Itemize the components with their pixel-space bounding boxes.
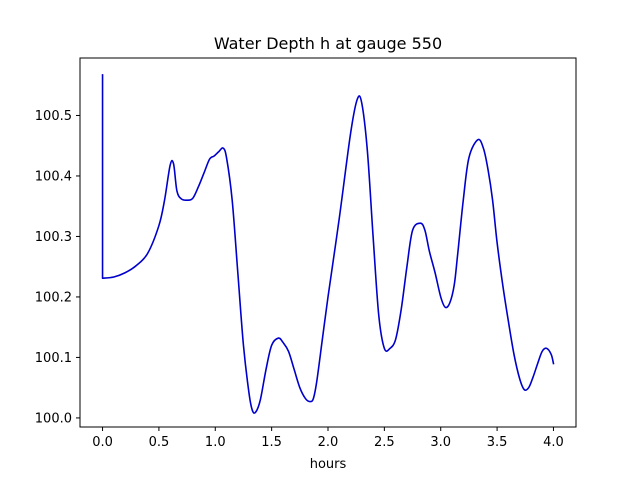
x-tick-label: 3.5 [487,435,508,450]
y-tick-label: 100.1 [35,351,72,366]
x-tick-label: 1.5 [261,435,282,450]
x-tick-label: 0.5 [149,435,170,450]
y-axis: 100.0 100.1 100.2 100.3 100.4 100.5 [35,109,80,426]
y-tick-label: 100.0 [35,411,72,426]
plot-area [101,74,555,414]
y-tick-label: 100.5 [35,109,72,124]
y-tick-label: 100.4 [35,169,72,184]
x-tick-label: 0.0 [92,435,113,450]
y-tick-label: 100.2 [35,290,72,305]
x-tick-label: 2.0 [318,435,339,450]
plot-frame [79,57,577,428]
x-tick-label: 4.0 [543,435,564,450]
chart-title: Water Depth h at gauge 550 [214,34,442,53]
x-axis-label: hours [310,457,347,472]
x-tick-label: 2.5 [374,435,395,450]
series-line-0 [101,74,555,414]
x-axis: 0.0 0.5 1.0 1.5 2.0 2.5 3.0 3.5 4.0 [92,427,564,450]
y-tick-label: 100.3 [35,230,72,245]
x-tick-label: 1.0 [205,435,226,450]
x-tick-label: 3.0 [430,435,451,450]
